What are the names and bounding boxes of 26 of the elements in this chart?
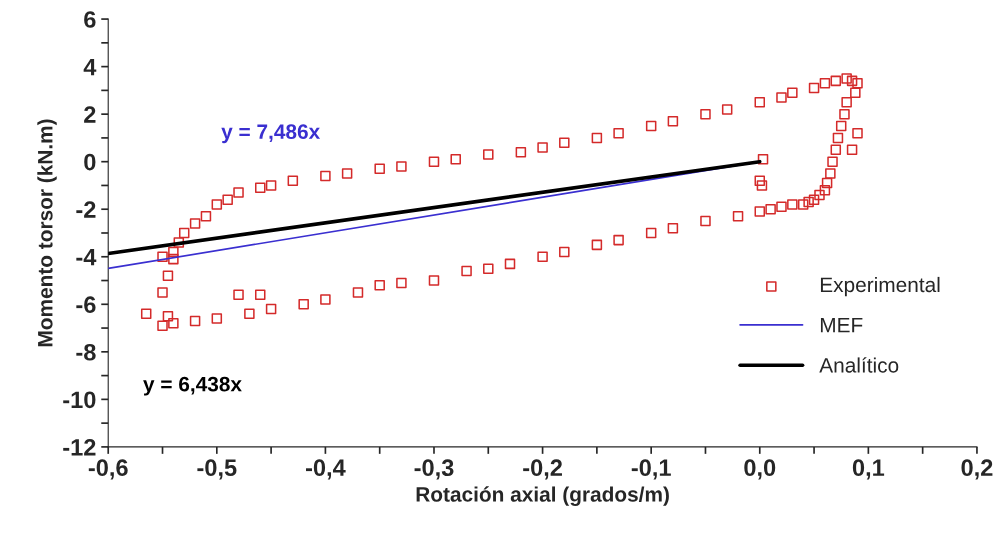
x-tick-label: 0,1	[852, 459, 885, 480]
y-tick-label: -12	[63, 438, 96, 456]
y-tick-label: 0	[84, 153, 96, 171]
x-tick-label: 0,2	[961, 459, 993, 480]
y-tick-label: 6	[84, 11, 96, 28]
x-tick-label: -0,1	[631, 459, 671, 480]
y-tick-label: 4	[83, 58, 97, 76]
y-tick-label: -8	[76, 343, 96, 361]
y-tick-label: -6	[76, 296, 96, 314]
x-tick-label: -0,6	[88, 459, 128, 480]
annotation: y = 7,486x	[221, 124, 321, 144]
legend-label: Analítico	[819, 357, 899, 373]
y-tick-label: -4	[76, 249, 97, 266]
legend-label: Experimental	[820, 276, 940, 297]
x-tick-label: 0,0	[744, 459, 776, 480]
y-tick-label: -10	[63, 391, 96, 409]
x-tick-label: -0,5	[197, 459, 237, 480]
y-tick-label: -2	[76, 201, 96, 218]
legend-label: MEF	[820, 317, 863, 333]
x-tick-label: -0,2	[523, 459, 562, 480]
annotation: y = 6,438x	[143, 376, 242, 396]
x-tick-label: -0,3	[414, 459, 454, 480]
x-tick-label: -0,4	[305, 459, 346, 480]
x-axis-title: Rotación axial (grados/m)	[416, 486, 669, 506]
y-axis-title: Momento torsor (kN.m)	[37, 119, 57, 347]
y-tick-label: 2	[84, 106, 96, 123]
